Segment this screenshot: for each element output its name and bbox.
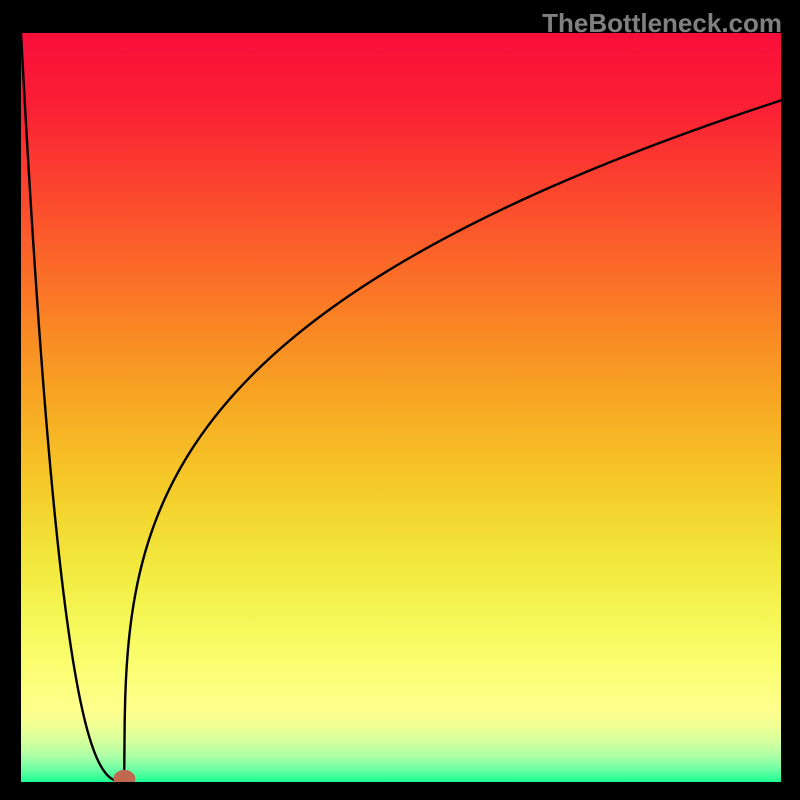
plot-svg bbox=[21, 33, 781, 782]
gradient-background bbox=[21, 33, 781, 782]
plot-area bbox=[21, 33, 781, 782]
chart-frame: TheBottleneck.com bbox=[0, 0, 800, 800]
